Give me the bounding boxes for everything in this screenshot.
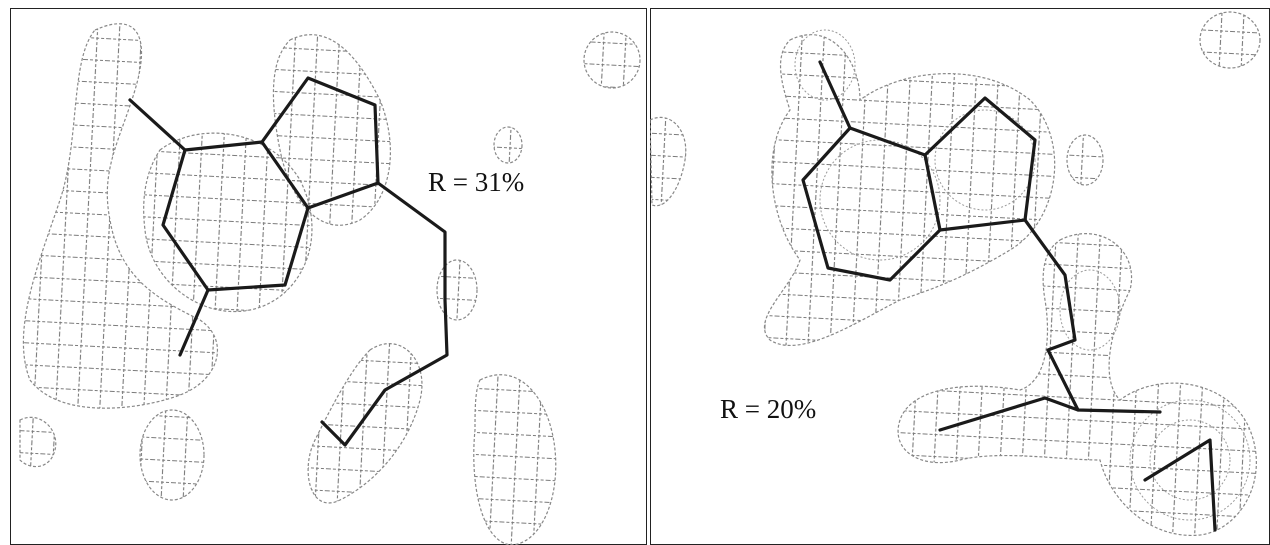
r-factor-label: R = 31% <box>428 167 524 197</box>
left-panel: R = 31% <box>10 8 647 545</box>
figure: R = 31% R = 20% <box>0 0 1270 545</box>
page: R = 31% R = 20% (() => { const data <box>0 0 1270 545</box>
r-factor-label: R = 20% <box>720 394 816 424</box>
right-panel: R = 20% <box>650 8 1270 545</box>
